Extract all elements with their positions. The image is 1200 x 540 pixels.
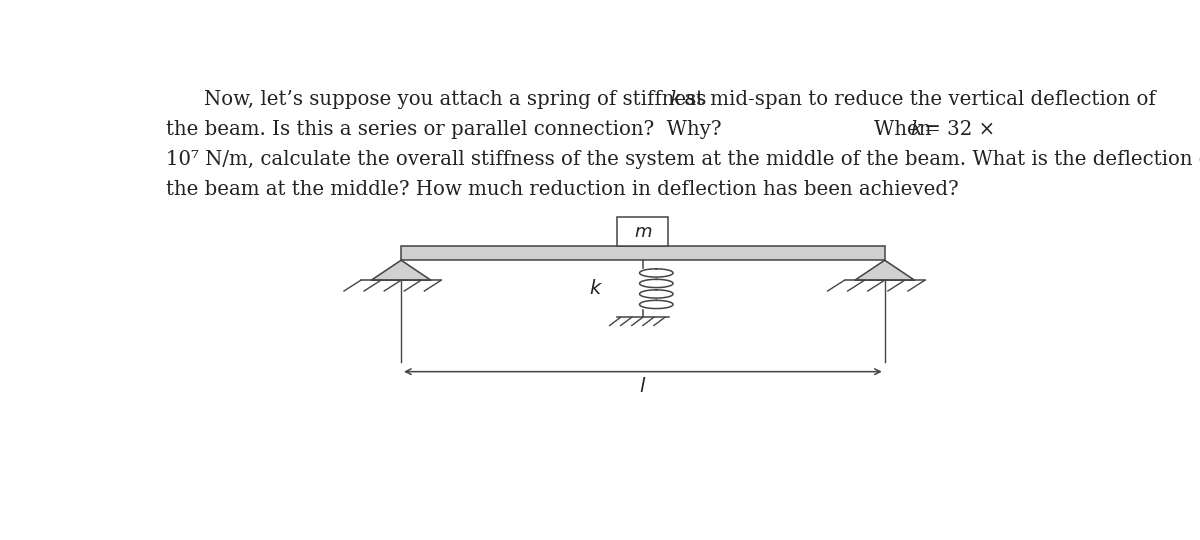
Text: k: k [668,90,680,109]
Text: at mid-span to reduce the vertical deflection of: at mid-span to reduce the vertical defle… [678,90,1156,109]
Text: Now, let’s suppose you attach a spring of stiffness: Now, let’s suppose you attach a spring o… [204,90,713,109]
Text: $l$: $l$ [640,377,647,396]
Text: the beam. Is this a series or parallel connection?  Why?: the beam. Is this a series or parallel c… [166,120,721,139]
Text: $k$: $k$ [589,279,602,298]
Polygon shape [371,260,431,280]
Text: k: k [910,120,922,139]
Bar [617,218,668,246]
Text: $m$: $m$ [634,222,652,240]
Text: When: When [874,120,937,139]
Text: 10⁷ N/m, calculate the overall stiffness of the system at the middle of the beam: 10⁷ N/m, calculate the overall stiffness… [166,150,1200,168]
Text: = 32 ×: = 32 × [918,120,995,139]
Bar [401,246,884,260]
Text: the beam at the middle? How much reduction in deflection has been achieved?: the beam at the middle? How much reducti… [166,180,959,199]
Polygon shape [854,260,914,280]
